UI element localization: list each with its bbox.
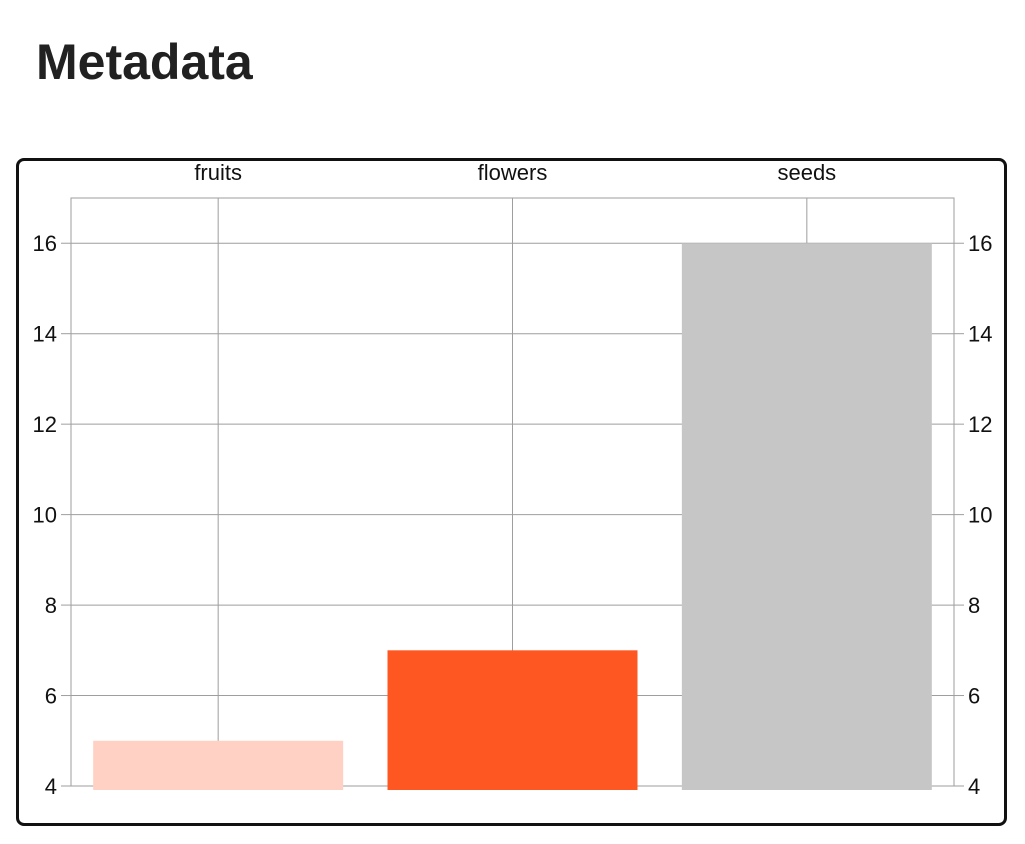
y-tick-label-left: 6: [45, 684, 57, 709]
category-label-seeds: seeds: [777, 160, 836, 185]
y-tick-label-left: 10: [33, 503, 57, 528]
category-label-flowers: flowers: [478, 160, 548, 185]
bar-fruits: [93, 740, 344, 790]
bar-layer: [93, 243, 932, 790]
y-tick-label-left: 16: [33, 231, 57, 256]
y-tick-label-right: 8: [968, 593, 980, 618]
y-tick-label-right: 10: [968, 503, 992, 528]
y-tick-label-left: 14: [33, 322, 57, 347]
y-tick-label-right: 12: [968, 412, 992, 437]
y-tick-label-right: 4: [968, 774, 980, 799]
category-label-fruits: fruits: [194, 160, 242, 185]
bar-seeds: [681, 243, 932, 790]
y-tick-label-left: 8: [45, 593, 57, 618]
y-tick-label-right: 16: [968, 231, 992, 256]
y-tick-label-right: 6: [968, 684, 980, 709]
bar-flowers: [387, 650, 638, 790]
label-layer: 4 4 6 6 8 8 10 10 12 12 14 14 16 16 fruits flowers seeds: [33, 160, 993, 799]
y-tick-label-left: 4: [45, 774, 57, 799]
y-tick-label-right: 14: [968, 322, 992, 347]
y-tick-label-left: 12: [33, 412, 57, 437]
page-title: Metadata: [36, 34, 253, 90]
